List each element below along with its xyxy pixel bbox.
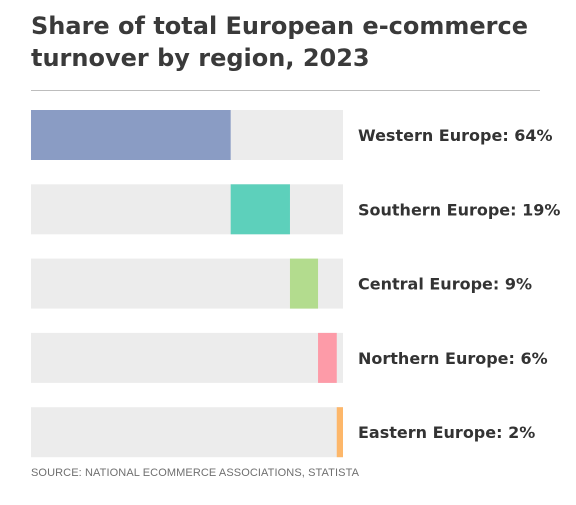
bar-northern-europe	[318, 332, 337, 383]
bar-label-5: Eastern Europe: 2%	[358, 423, 535, 442]
bar-central-europe	[289, 258, 319, 309]
bar-western-europe	[31, 110, 231, 160]
chart-title: Share of total European e-commerce turno…	[31, 12, 529, 72]
bar-southern-europe	[230, 184, 290, 235]
bar-label-3: Central Europe: 9%	[358, 275, 532, 294]
bar-track-5	[31, 407, 343, 458]
source-note: SOURCE: NATIONAL ECOMMERCE ASSOCIATIONS,…	[31, 467, 360, 479]
bar-track-4	[31, 332, 343, 383]
bar-label-2: Southern Europe: 19%	[358, 200, 560, 219]
title-divider	[31, 90, 540, 91]
bar-eastern-europe	[336, 407, 343, 458]
bar-label-4: Northern Europe: 6%	[358, 349, 548, 368]
bar-track-2	[31, 184, 343, 235]
bar-label-1: Western Europe: 64%	[358, 126, 553, 145]
